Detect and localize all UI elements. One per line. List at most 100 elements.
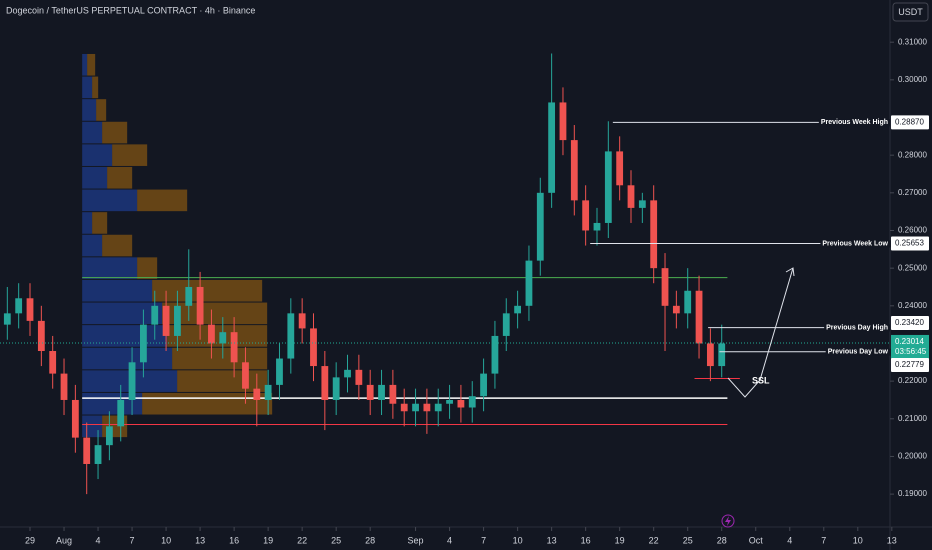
x-tick-label: 7 [821, 535, 826, 545]
profile-up [82, 257, 138, 279]
candle-body [695, 290, 703, 344]
x-tick-label: 25 [683, 535, 693, 545]
x-tick-label: 16 [229, 535, 239, 545]
candle-body [196, 286, 204, 325]
candle-body [536, 192, 544, 261]
x-tick-label: 13 [195, 535, 205, 545]
candle-body [480, 373, 487, 397]
profile-down [167, 325, 268, 347]
candle-body [423, 403, 431, 412]
profile-up [82, 212, 93, 234]
key-level-name: Previous Week High [821, 119, 888, 126]
candle-body [310, 328, 317, 367]
y-tick-label: 0.31000 [898, 37, 927, 46]
x-tick-label: 13 [887, 535, 897, 545]
candle-body [26, 298, 34, 321]
candle-body [355, 369, 363, 385]
profile-up [82, 121, 103, 144]
x-tick-label: 7 [130, 535, 135, 545]
candle-body [174, 305, 181, 336]
y-tick-label: 0.30000 [898, 75, 927, 84]
candle-body [117, 399, 125, 427]
candle-body [593, 222, 601, 231]
profile-down [107, 166, 133, 189]
profile-up [82, 76, 93, 99]
price-tag-label: 0.25653 [895, 239, 924, 248]
y-tick-label: 0.25000 [898, 263, 927, 272]
candle-body [525, 260, 533, 306]
plot-area: 0.19000 0.20000 0.21000 0.22000 0.24000 0.250… [0, 37, 927, 545]
price-tag-label: 0.28870 [895, 118, 924, 127]
profile-up [82, 189, 138, 212]
y-tick-label: 0.22000 [898, 376, 927, 385]
candle-body [570, 140, 578, 201]
profile-down [152, 279, 263, 302]
profile-down [102, 234, 133, 257]
candle-body [559, 102, 567, 141]
candle-body [230, 332, 238, 363]
profile-down [137, 189, 188, 212]
candle-body [321, 366, 329, 400]
candle-body [672, 305, 680, 314]
x-tick-label: 28 [365, 535, 375, 545]
candle-body [162, 305, 170, 336]
profile-up [82, 415, 103, 438]
last-price-tag [891, 334, 929, 359]
candle-body [264, 384, 272, 400]
price-tag [891, 236, 929, 251]
x-tick-label: 4 [787, 535, 792, 545]
y-tick-label: 0.24000 [898, 301, 927, 310]
x-tick-label: 22 [297, 535, 307, 545]
y-tick-label: 0.26000 [898, 226, 927, 235]
price-tag [891, 315, 929, 330]
x-tick-label: Aug [56, 535, 72, 545]
profile-up [82, 302, 163, 325]
x-tick-label: Oct [749, 535, 764, 545]
profile-down [92, 212, 108, 234]
candle-body [446, 399, 453, 404]
profile-down [172, 347, 268, 370]
arrow-head [785, 267, 795, 277]
price-tag-label: 0.23420 [895, 318, 924, 327]
currency-label[interactable]: USDT [898, 7, 923, 17]
y-tick-label: 0.27000 [898, 188, 927, 197]
x-tick-label: 16 [581, 535, 591, 545]
candle-body [253, 388, 261, 400]
candle-body [400, 403, 408, 412]
x-tick-label: Sep [408, 535, 424, 545]
candle-body [627, 185, 635, 208]
candle-body [298, 313, 306, 329]
candle-body [366, 384, 374, 400]
candle-body [151, 305, 159, 325]
x-tick-label: 29 [25, 535, 35, 545]
profile-down [102, 121, 128, 144]
profile-down [137, 257, 158, 279]
currency-button[interactable] [892, 2, 929, 22]
x-tick-label: 10 [853, 535, 863, 545]
event-bolt [725, 516, 731, 526]
candle-body [276, 358, 283, 385]
x-tick-label: 10 [161, 535, 171, 545]
profile-down [112, 144, 148, 166]
x-tick-label: 19 [263, 535, 273, 545]
candle-body [582, 200, 590, 231]
profile-down [96, 99, 107, 121]
x-tick-label: 10 [513, 535, 523, 545]
candle-body [128, 362, 136, 400]
candle-body [412, 403, 419, 412]
key-level-name-bg [820, 240, 891, 248]
candle-body [604, 151, 612, 223]
profile-up [82, 99, 97, 121]
event-icon[interactable] [721, 514, 735, 528]
candle-body [638, 200, 646, 208]
projection-arrow [727, 267, 794, 398]
candle-body [60, 373, 68, 400]
key-level-name-bg [818, 119, 890, 127]
price-tag-label: 0.22779 [895, 360, 924, 369]
profile-down [92, 76, 99, 99]
candle-body [706, 343, 714, 367]
candle-body [718, 343, 726, 367]
key-level-name-bg [824, 324, 890, 332]
